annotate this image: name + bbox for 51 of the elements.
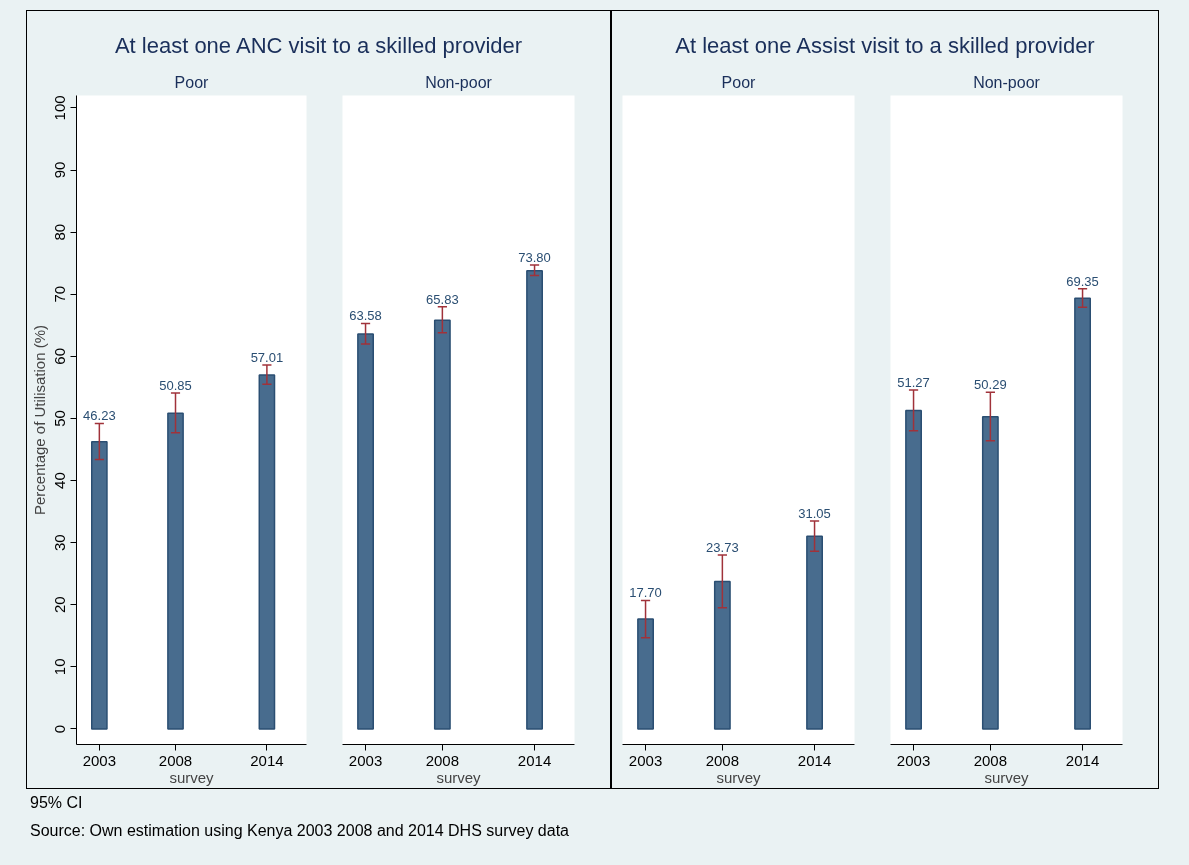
chart-subtitle: Poor (174, 73, 210, 91)
chart-title: At least one Assist visit to a skilled provider (675, 32, 1095, 60)
bar (258, 374, 276, 731)
x-tick-label: 2014 (797, 751, 832, 769)
y-axis-title: Percentage of Utilisation (%) (30, 325, 48, 516)
x-axis-title: survey (984, 768, 1030, 786)
data-label: 69.35 (1066, 274, 1099, 290)
y-tick-label: 40 (51, 472, 69, 490)
y-tick-label: 10 (51, 658, 69, 676)
data-label: 50.29 (974, 377, 1007, 393)
source-note: Source: Own estimation using Kenya 2003 2008 and 2014 DHS survey data (30, 822, 569, 841)
x-tick-label: 2003 (348, 751, 383, 769)
x-tick-label: 2014 (517, 751, 552, 769)
y-tick-label: 100 (51, 95, 69, 121)
x-tick-label: 2008 (705, 751, 740, 769)
chart-title: At least one ANC visit to a skilled provider (114, 32, 523, 60)
data-label: 63.58 (349, 308, 382, 324)
y-tick-label: 60 (51, 348, 69, 366)
y-tick-label: 70 (51, 286, 69, 303)
data-label: 57.01 (250, 350, 284, 366)
x-tick-label: 2003 (896, 751, 931, 769)
data-label: 73.80 (518, 250, 551, 266)
chart-subtitle: Non-poor (973, 73, 1041, 91)
data-label: 50.85 (159, 378, 192, 394)
y-tick-label: 50 (51, 410, 69, 428)
y-tick-label: 30 (51, 534, 69, 552)
x-tick-label: 2003 (82, 751, 117, 769)
data-label: 65.83 (426, 292, 459, 308)
chart-subtitle: Non-poor (425, 73, 493, 91)
bar (90, 441, 108, 731)
x-tick-label: 2008 (425, 751, 460, 769)
y-tick-label: 0 (51, 725, 69, 734)
data-label: 31.05 (798, 506, 831, 522)
data-label: 51.27 (897, 375, 930, 391)
x-axis-title: survey (436, 768, 482, 786)
data-label: 17.70 (629, 585, 662, 601)
text: 95% CI (30, 794, 83, 813)
y-tick-label: 80 (51, 224, 69, 241)
bar (167, 412, 184, 731)
y-tick-label: 90 (51, 162, 69, 179)
x-tick-label: 2014 (1065, 751, 1100, 769)
data-label: 23.73 (706, 540, 739, 556)
y-tick-label: 20 (51, 596, 69, 614)
x-axis-title: survey (716, 768, 762, 786)
chart-subtitle: Poor (721, 73, 757, 91)
data-label: 46.23 (83, 408, 116, 424)
x-tick-label: 2003 (628, 751, 663, 769)
x-tick-label: 2008 (158, 751, 193, 769)
x-axis-title: survey (169, 768, 215, 786)
x-tick-label: 2014 (250, 751, 284, 769)
x-tick-label: 2008 (973, 751, 1008, 769)
